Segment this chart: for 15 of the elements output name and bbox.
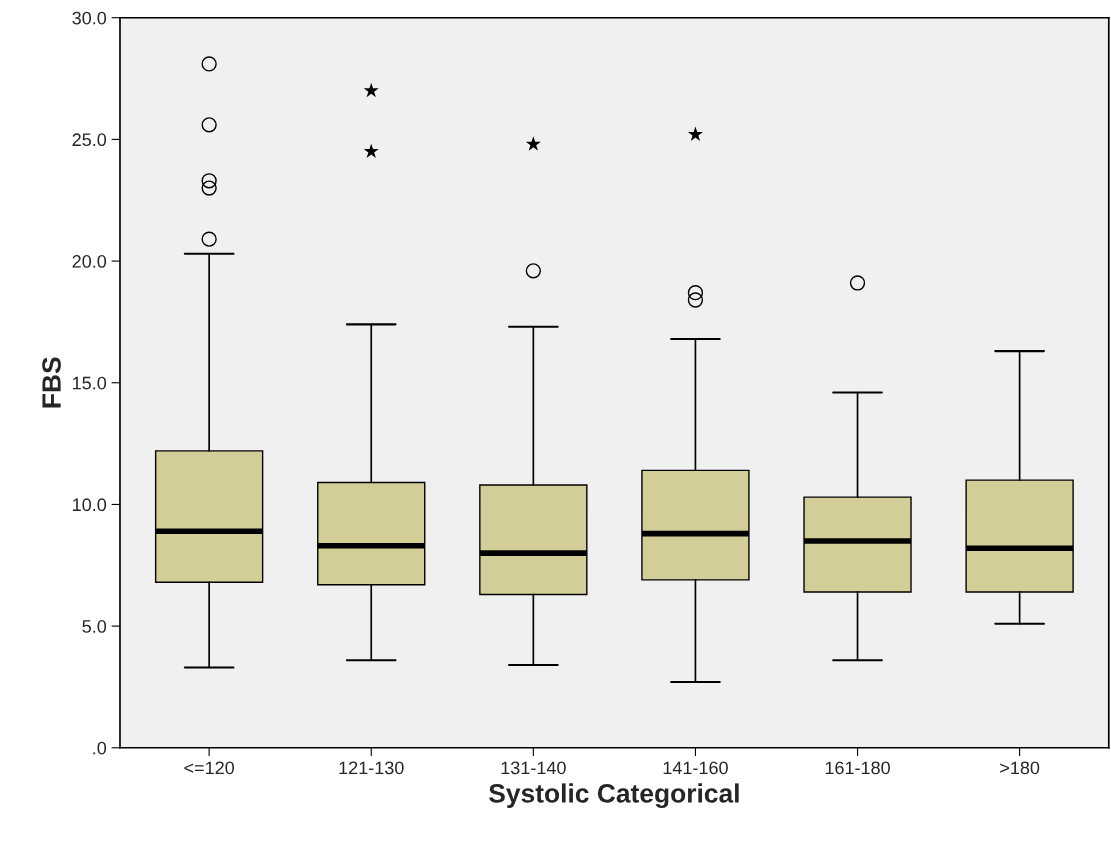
x-axis-title: Systolic Categorical bbox=[489, 783, 739, 809]
y-tick-label: 5.0 bbox=[82, 620, 107, 633]
y-tick-label: 15.0 bbox=[73, 376, 107, 390]
y-tick-label: 20.0 bbox=[72, 255, 107, 268]
y-tick-label: .0 bbox=[93, 741, 107, 755]
x-tick-label: <=120 bbox=[184, 761, 235, 775]
x-tick-label: 131-140 bbox=[501, 761, 566, 775]
x-tick-label: 121-130 bbox=[339, 761, 404, 775]
y-tick-label: 10.0 bbox=[73, 498, 107, 512]
x-tick-label: 141-160 bbox=[663, 761, 728, 775]
x-tick-label: >180 bbox=[1000, 761, 1040, 775]
y-tick-label: 25.0 bbox=[72, 133, 107, 147]
x-tick-label: 161-180 bbox=[825, 761, 890, 775]
y-axis-title: FBS bbox=[42, 357, 61, 408]
y-tick-label: 30.0 bbox=[72, 11, 107, 25]
